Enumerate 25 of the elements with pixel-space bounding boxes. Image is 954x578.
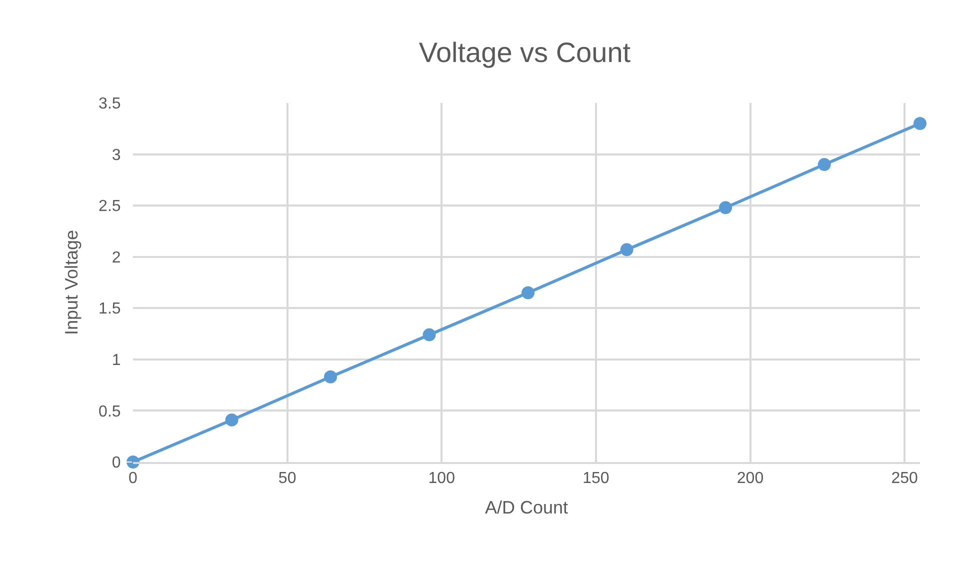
- point: [914, 117, 926, 130]
- x-tick-label: 50: [278, 470, 296, 487]
- point: [422, 328, 436, 342]
- point: [818, 158, 831, 172]
- y-tick-label: 3: [112, 146, 121, 164]
- x-tick-label: 0: [128, 470, 138, 487]
- y-tick-label: 2: [112, 249, 121, 266]
- y-tick-label: 1: [112, 352, 121, 370]
- x-tick-label: 250: [891, 470, 918, 487]
- point: [225, 413, 238, 426]
- point: [620, 243, 634, 256]
- x-axis-title: A/D Count: [484, 498, 568, 518]
- x-tick-label: 200: [736, 470, 764, 487]
- point: [324, 370, 338, 384]
- y-tick-label: 3.5: [98, 96, 121, 113]
- y-tick-label: 2.5: [98, 198, 121, 216]
- y-tick-label: 0.5: [98, 403, 121, 420]
- x-tick-label: 150: [582, 470, 610, 487]
- point: [719, 201, 732, 214]
- y-axis-title: Input Voltage: [62, 230, 82, 336]
- x-tick-label: 100: [428, 470, 456, 487]
- chart-title: Voltage vs Count: [418, 36, 631, 68]
- point: [522, 286, 535, 300]
- y-tick-label: 0: [112, 454, 121, 472]
- y-tick-label: 1.5: [98, 300, 121, 318]
